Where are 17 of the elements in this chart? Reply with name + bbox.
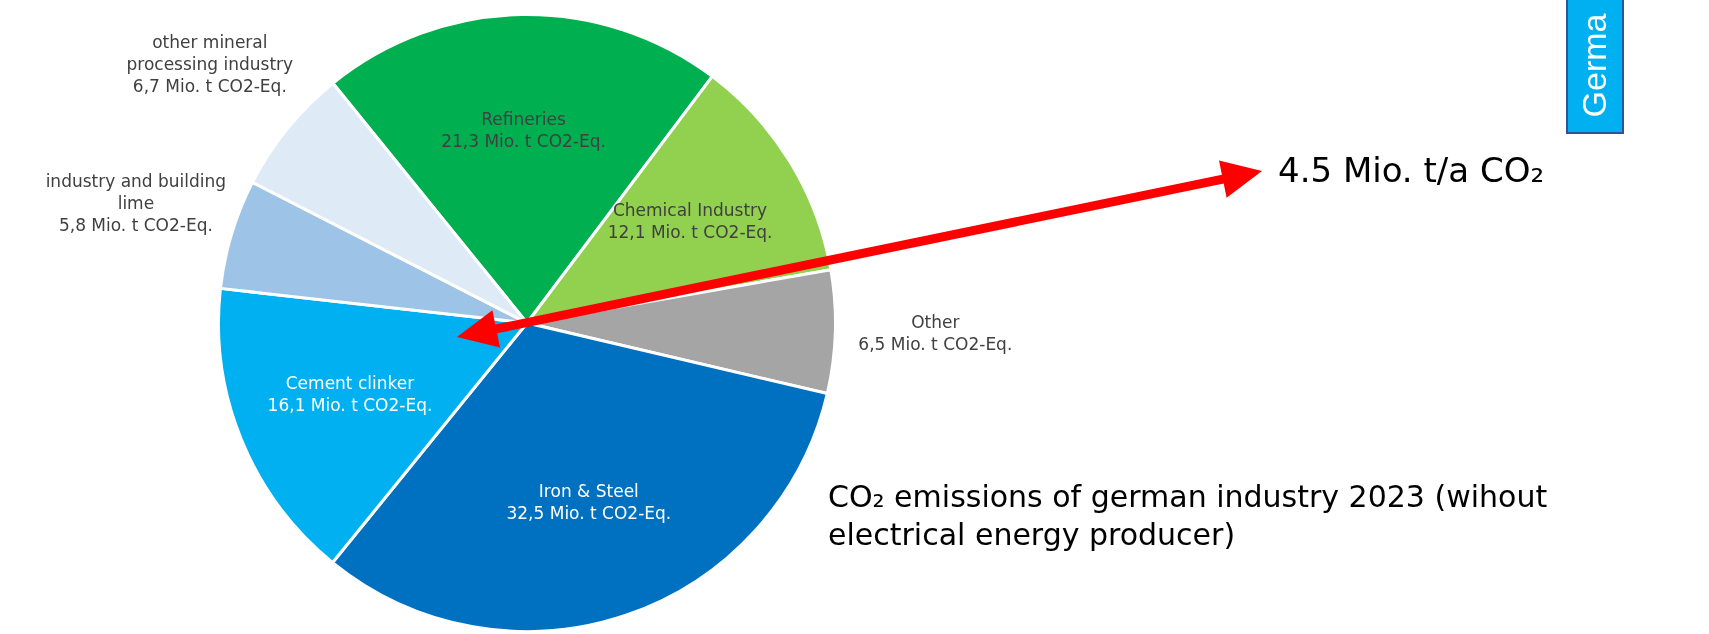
data-label: 6,5 Mio. t CO2-Eq.	[858, 334, 1013, 355]
slice-label: Refineries	[481, 109, 566, 130]
data-label: 21,3 Mio. t CO2-Eq.	[441, 131, 606, 152]
text: Germa	[1575, 13, 1615, 117]
text: CO₂ emissions of german industry 2023 (wihout electrical energy producer)	[828, 478, 1548, 554]
text: 4.5 Mio. t/a CO₂	[1278, 150, 1545, 190]
slice-label: Cement clinker	[285, 372, 415, 393]
slice-label: Chemical Industry	[612, 200, 768, 221]
slice-label: Iron & Steel	[538, 481, 639, 502]
slice-label: other mineral processing industry	[126, 32, 294, 75]
data-label: 5,8 Mio. t CO2-Eq.	[58, 215, 213, 236]
slice-label: industry and building lime	[45, 171, 227, 214]
data-label: 16,1 Mio. t CO2-Eq.	[267, 394, 433, 415]
slice-label: Other	[911, 312, 960, 333]
data-label: 6,7 Mio. t CO2-Eq.	[132, 76, 287, 97]
data-label: 32,5 Mio. t CO2-Eq.	[506, 503, 672, 524]
data-label: 12,1 Mio. t CO2-Eq.	[607, 222, 773, 243]
